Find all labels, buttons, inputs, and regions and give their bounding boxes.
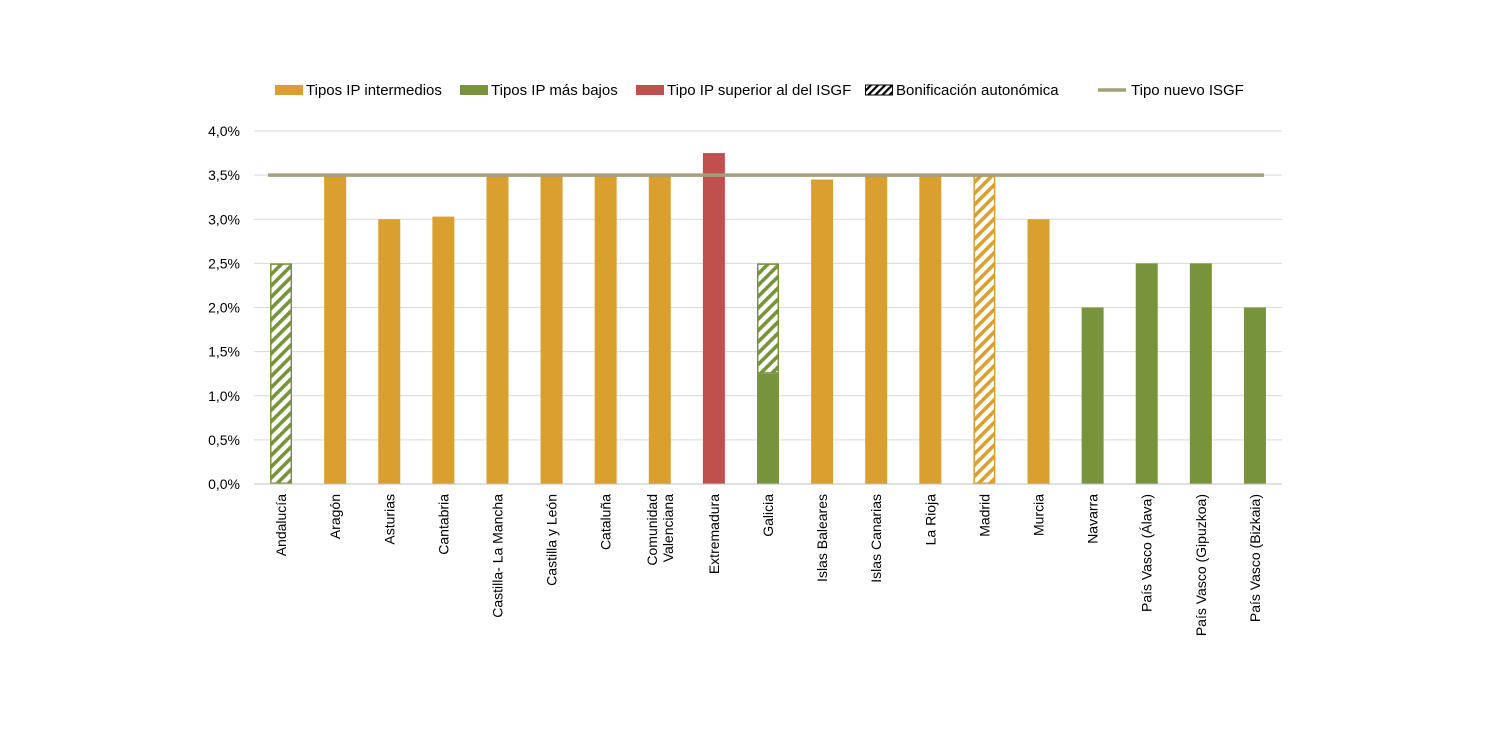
legend-label: Bonificación autonómica [896,82,1059,99]
y-tick-label: 1,5% [208,344,240,360]
x-category-label: Islas Baleares [814,494,830,582]
legend-swatch [636,85,664,95]
bar-solid [1189,263,1212,484]
legend-label: Tipos IP más bajos [491,82,618,99]
x-tick-label: País Vasco (Gipuzkoa) [1193,494,1209,636]
x-tick-label: Extremadura [706,494,722,574]
legend-item: Tipos IP más bajos [460,82,618,99]
x-tick-label: Murcia [1031,494,1047,536]
x-tick-label: Cantabria [435,494,451,555]
bar-solid [1081,307,1104,484]
legend: Tipos IP intermedios Tipos IP más bajos Ti… [275,82,1244,99]
x-category-label: Castilla y León [544,494,560,586]
bars [270,153,1266,485]
legend-item: Bonificación autonómica [865,82,1059,99]
x-category-label: País Vasco (Bizkaia) [1247,494,1263,622]
x-category-label: Murcia [1031,494,1047,536]
y-axis: 0,0% 0,5% 1,0% 1,5% 2,0% 2,5% 3,0% 3,5% 4,0% [208,123,240,492]
y-tick-label: 2,0% [208,300,240,316]
x-category-label: Extremadura [706,494,722,574]
x-category-label: Galicia [760,494,776,537]
x-tick-label: Castilla y León [544,494,560,586]
x-tick-label: País Vasco (Bizkaia) [1247,494,1263,622]
x-category-label: Castilla- La Mancha [489,494,505,618]
legend-swatch [460,85,488,95]
x-tick-label: Madrid [976,494,992,537]
x-category-label: País Vasco (Álava) [1139,494,1155,612]
x-tick-label: La Rioja [922,494,938,546]
bar-hatched [973,175,996,484]
bar-solid [757,373,779,484]
y-tick-label: 0,5% [208,432,240,448]
x-tick-label: Islas Canarias [868,494,884,583]
bar-solid [811,179,834,484]
y-tick-label: 4,0% [208,123,240,139]
x-category-label: Comunidad Valenciana [644,494,676,566]
bar-solid [919,175,942,484]
y-tick-label: 2,5% [208,255,240,271]
bar-solid [486,175,509,484]
x-tick-label: Andalucía [273,494,289,556]
bar-solid [1027,219,1050,484]
y-tick-label: 1,0% [208,388,240,404]
y-tick-label: 3,5% [208,167,240,183]
x-tick-label: Cataluña [598,494,614,550]
x-tick-label: Valenciana [660,494,676,562]
legend-label: Tipo IP superior al del ISGF [667,82,851,99]
x-category-label: Cantabria [435,494,451,555]
bar-solid [702,153,725,484]
bar-solid [1243,307,1266,484]
legend-item: Tipo nuevo ISGF [1098,82,1244,99]
bar-solid [648,175,671,484]
x-category-label: Asturias [381,494,397,545]
legend-swatch [275,85,303,95]
legend-item: Tipos IP intermedios [275,82,442,99]
bar-solid [540,175,563,484]
x-category-label: Islas Canarias [868,494,884,583]
legend-item: Tipo IP superior al del ISGF [636,82,851,99]
bar-solid [324,175,347,484]
legend-swatch [865,84,893,96]
x-tick-label: Asturias [381,494,397,545]
x-category-label: Aragón [327,494,343,539]
x-category-label: Cataluña [598,494,614,550]
x-tick-label: Aragón [327,494,343,539]
x-axis: Andalucía Aragón Asturias Cantabria Castilla… [254,483,1282,636]
x-category-label: Andalucía [273,494,289,556]
x-tick-label: Galicia [760,494,776,537]
bar-solid [594,175,617,484]
x-category-label: La Rioja [922,494,938,546]
x-category-label: País Vasco (Gipuzkoa) [1193,494,1209,636]
legend-label: Tipos IP intermedios [306,82,442,99]
x-category-label: Madrid [976,494,992,537]
bar-hatched [757,263,779,374]
y-tick-label: 3,0% [208,211,240,227]
y-tick-label: 0,0% [208,476,240,492]
bar-solid [1135,263,1158,484]
bar-hatched [270,263,293,484]
x-tick-label: Islas Baleares [814,494,830,582]
bar-solid [865,175,888,484]
x-category-label: Navarra [1085,494,1101,544]
x-tick-label: Comunidad [644,494,660,566]
legend-label: Tipo nuevo ISGF [1131,82,1244,99]
bar-solid [432,216,455,485]
x-tick-label: Navarra [1085,494,1101,544]
x-tick-label: Castilla- La Mancha [489,494,505,618]
bar-solid [378,219,401,484]
x-tick-label: País Vasco (Álava) [1139,494,1155,612]
